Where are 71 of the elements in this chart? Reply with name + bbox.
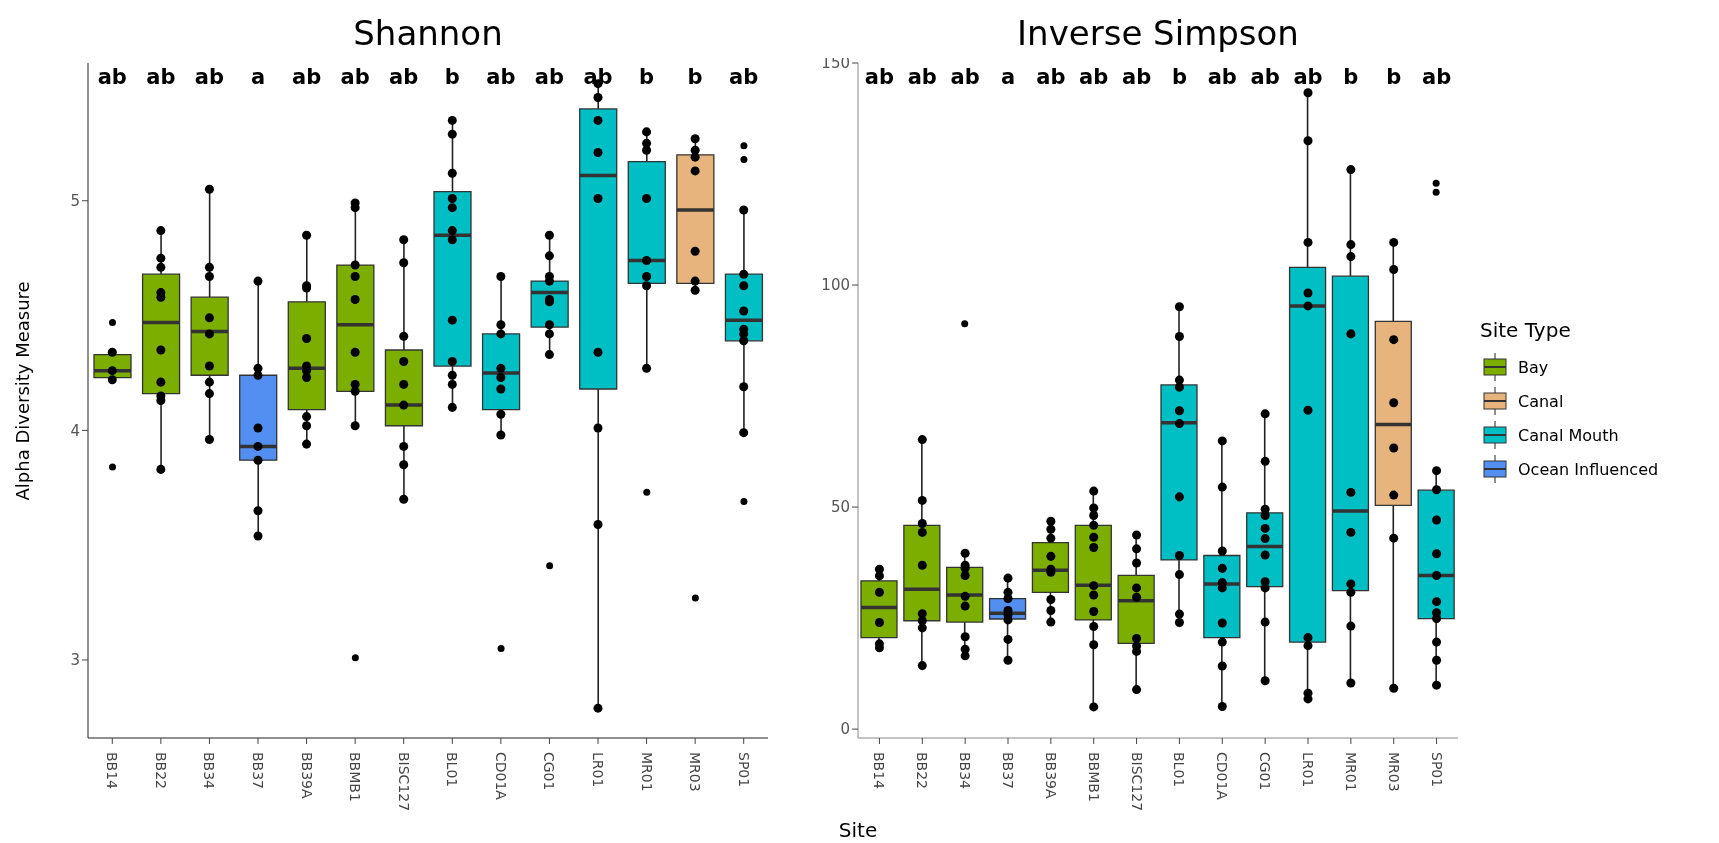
x-tick-label: CG01 [541, 752, 558, 791]
chart-title: Inverse Simpson [1017, 13, 1299, 53]
x-tick-label: BB37 [1000, 752, 1016, 790]
annotation: ab [1079, 65, 1109, 90]
annotation: ab [950, 65, 980, 90]
x-tick-label: MR01 [638, 752, 655, 792]
annotation: a [1000, 65, 1016, 90]
annotation: ab [907, 65, 937, 90]
x-tick-label: BBMB1 [347, 752, 364, 802]
x-tick-label: CG01 [1257, 752, 1274, 791]
annotation: ab [1207, 65, 1237, 90]
x-tick-label: MR01 [1342, 752, 1359, 792]
annotation: ab [340, 65, 370, 90]
legend-label: Canal Mouth [1518, 425, 1619, 445]
x-tick-label: BB22 [914, 752, 931, 790]
legend-label: Ocean Influenced [1518, 459, 1659, 479]
x-tick-label: SP01 [1428, 752, 1445, 788]
annotation: ab [1121, 65, 1152, 90]
x-tick-label: BL01 [1171, 752, 1188, 788]
x-tick-label: BBMB1 [1085, 752, 1102, 802]
annotation: ab [1421, 65, 1452, 90]
legend-label: Bay [1518, 357, 1549, 377]
y-tick-label: 0 [840, 720, 850, 739]
x-tick-label: BB14 [104, 752, 121, 790]
annotation: b [1386, 65, 1402, 90]
y-tick-label: 50 [830, 498, 850, 517]
chart-title: Shannon [352, 12, 504, 55]
annotation: ab [864, 65, 895, 90]
x-tick-label: BISC127 [1128, 752, 1145, 812]
annotation: ab [194, 65, 225, 90]
annotation: ab [97, 65, 127, 90]
y-tick-label: 3 [70, 651, 80, 670]
y-axis-title: Alpha Diversity Measure [12, 281, 34, 501]
legend-title: Site Type [1480, 318, 1572, 342]
annotation: b [687, 65, 703, 90]
annotation: ab [1036, 65, 1066, 90]
x-tick-label: LR01 [590, 752, 606, 788]
annotation: b [1171, 65, 1187, 90]
x-tick-label: MR03 [1385, 752, 1402, 792]
x-tick-label: MR03 [687, 752, 704, 792]
y-tick-label: 100 [821, 276, 850, 295]
annotation: ab [534, 65, 565, 90]
x-tick-label: BB39A [1042, 752, 1059, 800]
annotation: b [1343, 65, 1359, 90]
x-tick-label: BL01 [444, 752, 461, 788]
annotation: ab [1293, 65, 1323, 90]
x-axis-title: Site [837, 818, 879, 842]
x-tick-label: BB34 [201, 752, 218, 790]
annotation: ab [1250, 65, 1280, 90]
y-tick-label: 150 [821, 54, 850, 73]
annotation: b [639, 65, 655, 90]
annotation: ab [146, 65, 176, 90]
x-tick-label: BB39A [298, 752, 315, 800]
annotation: ab [729, 65, 759, 90]
x-tick-label: BISC127 [395, 752, 412, 812]
annotation: a [250, 65, 266, 90]
x-tick-label: BB34 [957, 752, 974, 790]
annotation: ab [291, 65, 322, 90]
x-tick-label: BB37 [250, 752, 266, 790]
y-tick-label: 5 [70, 192, 80, 211]
y-tick-label: 4 [70, 421, 80, 440]
x-tick-label: LR01 [1300, 752, 1316, 788]
annotation: ab [486, 65, 516, 90]
x-tick-label: CD01A [492, 752, 509, 801]
legend-label: Canal [1518, 391, 1564, 411]
annotation: b [444, 65, 460, 90]
x-tick-label: BB22 [152, 752, 169, 790]
x-tick-label: CD01A [1214, 752, 1231, 801]
annotation: ab [389, 65, 419, 90]
x-tick-label: BB14 [871, 752, 888, 790]
x-tick-label: SP01 [735, 752, 752, 788]
